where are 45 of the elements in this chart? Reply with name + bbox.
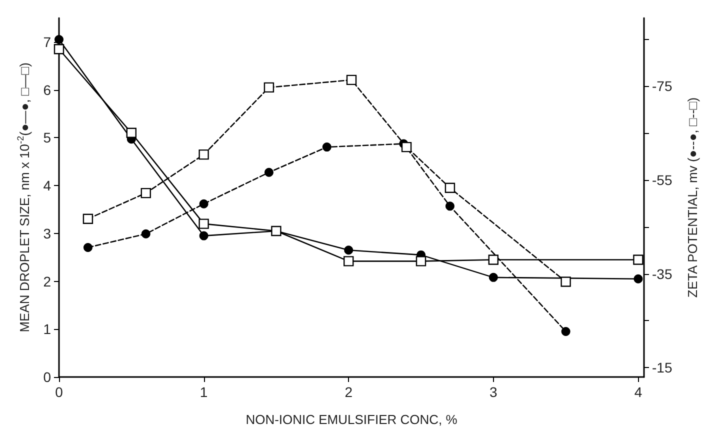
point xyxy=(199,199,208,208)
point xyxy=(54,44,64,54)
point xyxy=(141,229,150,238)
y2-tick-label: -75 xyxy=(652,78,672,94)
y2-axis-title: ZETA POTENTIAL, mv (●--●, □--□) xyxy=(685,97,700,298)
point xyxy=(344,246,354,255)
x-tick-label: 0 xyxy=(55,384,64,400)
x-tick-label: 1 xyxy=(200,384,208,400)
y-tick-label: 0 xyxy=(43,369,52,385)
x-tick-label: 2 xyxy=(344,384,353,400)
y-tick-label: 4 xyxy=(43,178,52,194)
point xyxy=(344,256,354,266)
point xyxy=(198,149,209,160)
x-tick-label: 4 xyxy=(634,384,642,400)
point xyxy=(488,272,498,282)
y2-tick-label: -15 xyxy=(652,360,672,376)
point xyxy=(126,128,136,138)
x-tick-label: 3 xyxy=(490,384,498,400)
point xyxy=(634,274,643,284)
point xyxy=(322,142,332,152)
y2-tick-label: -35 xyxy=(652,266,672,282)
point xyxy=(561,326,570,336)
y-tick-label: 6 xyxy=(43,82,52,98)
point xyxy=(560,276,571,287)
point xyxy=(198,218,209,229)
y-tick-label: 7 xyxy=(43,34,52,50)
point xyxy=(82,214,94,224)
point xyxy=(445,202,454,211)
point xyxy=(264,82,274,93)
point xyxy=(83,242,92,252)
point xyxy=(346,74,357,86)
point xyxy=(264,168,274,177)
y-tick-label: 3 xyxy=(43,225,52,242)
point xyxy=(416,256,426,266)
y-tick-label: 2 xyxy=(43,273,52,290)
x-axis-title: NON-IONIC EMULSIFIER CONC, % xyxy=(246,412,458,427)
point xyxy=(140,188,151,198)
point xyxy=(444,182,456,193)
point xyxy=(401,142,412,152)
y-tick-label: 5 xyxy=(43,130,52,146)
y-axis-title: MEAN DROPLET SIZE, nm x 10-2(●—●, □—□) xyxy=(16,62,32,332)
y2-tick-label: -55 xyxy=(652,172,672,188)
point xyxy=(488,254,499,265)
y-tick-label: 1 xyxy=(43,321,52,338)
point xyxy=(199,231,208,240)
